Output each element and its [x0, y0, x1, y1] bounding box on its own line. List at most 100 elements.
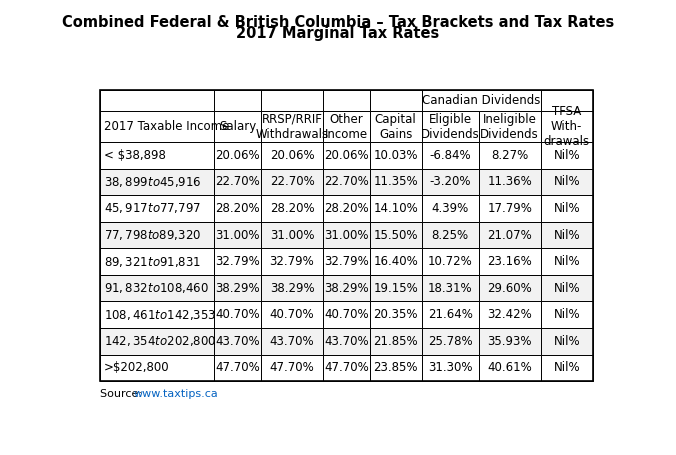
Text: Nil%: Nil% [554, 282, 580, 295]
Text: 22.70%: 22.70% [324, 176, 369, 188]
FancyBboxPatch shape [323, 111, 370, 142]
FancyBboxPatch shape [214, 169, 261, 195]
FancyBboxPatch shape [541, 169, 593, 195]
FancyBboxPatch shape [479, 328, 541, 354]
Text: 16.40%: 16.40% [373, 255, 418, 268]
Text: 31.00%: 31.00% [324, 228, 368, 242]
Text: $142,354 to $202,800: $142,354 to $202,800 [104, 334, 216, 348]
FancyBboxPatch shape [541, 275, 593, 302]
FancyBboxPatch shape [541, 111, 593, 142]
Text: Nil%: Nil% [554, 228, 580, 242]
FancyBboxPatch shape [422, 275, 479, 302]
FancyBboxPatch shape [261, 328, 323, 354]
Text: Ineligible
Dividends: Ineligible Dividends [481, 113, 539, 141]
FancyBboxPatch shape [479, 275, 541, 302]
Text: 19.15%: 19.15% [373, 282, 418, 295]
Text: Canadian Dividends: Canadian Dividends [422, 94, 540, 107]
Text: 32.79%: 32.79% [324, 255, 369, 268]
Text: 20.06%: 20.06% [270, 149, 314, 162]
FancyBboxPatch shape [100, 328, 214, 354]
FancyBboxPatch shape [323, 169, 370, 195]
FancyBboxPatch shape [370, 142, 422, 169]
FancyBboxPatch shape [100, 169, 214, 195]
FancyBboxPatch shape [100, 275, 214, 302]
FancyBboxPatch shape [541, 328, 593, 354]
Text: < $38,898: < $38,898 [104, 149, 166, 162]
FancyBboxPatch shape [422, 142, 479, 169]
Text: 32.42%: 32.42% [487, 308, 532, 321]
Text: 8.27%: 8.27% [491, 149, 529, 162]
Text: 35.93%: 35.93% [487, 335, 532, 348]
FancyBboxPatch shape [323, 195, 370, 222]
FancyBboxPatch shape [214, 248, 261, 275]
FancyBboxPatch shape [100, 195, 214, 222]
FancyBboxPatch shape [100, 248, 214, 275]
Text: 25.78%: 25.78% [428, 335, 473, 348]
FancyBboxPatch shape [541, 248, 593, 275]
FancyBboxPatch shape [261, 169, 323, 195]
Text: 17.79%: 17.79% [487, 202, 532, 215]
Text: $89,321 to $91,831: $89,321 to $91,831 [104, 255, 201, 268]
Text: $38,899 to $45,916: $38,899 to $45,916 [104, 175, 201, 189]
FancyBboxPatch shape [479, 302, 541, 328]
Text: Eligible
Dividends: Eligible Dividends [420, 113, 479, 141]
FancyBboxPatch shape [261, 248, 323, 275]
FancyBboxPatch shape [100, 90, 214, 111]
FancyBboxPatch shape [261, 354, 323, 381]
FancyBboxPatch shape [479, 142, 541, 169]
Text: Nil%: Nil% [554, 361, 580, 374]
Text: -3.20%: -3.20% [429, 176, 471, 188]
Text: RRSP/RRIF
Withdrawals: RRSP/RRIF Withdrawals [256, 113, 329, 141]
Text: 47.70%: 47.70% [270, 361, 314, 374]
FancyBboxPatch shape [100, 222, 214, 248]
Text: Nil%: Nil% [554, 176, 580, 188]
Text: 43.70%: 43.70% [324, 335, 369, 348]
Text: 2017 Marginal Tax Rates: 2017 Marginal Tax Rates [237, 26, 439, 41]
Text: $108,461 to $142,353: $108,461 to $142,353 [104, 308, 216, 322]
Text: Capital
Gains: Capital Gains [375, 113, 416, 141]
FancyBboxPatch shape [479, 222, 541, 248]
FancyBboxPatch shape [370, 111, 422, 142]
Text: 20.06%: 20.06% [215, 149, 260, 162]
FancyBboxPatch shape [422, 328, 479, 354]
Text: 32.79%: 32.79% [270, 255, 314, 268]
FancyBboxPatch shape [323, 142, 370, 169]
FancyBboxPatch shape [100, 302, 214, 328]
FancyBboxPatch shape [541, 354, 593, 381]
Text: Nil%: Nil% [554, 255, 580, 268]
Text: Combined Federal & British Columbia – Tax Brackets and Tax Rates: Combined Federal & British Columbia – Ta… [62, 15, 614, 30]
Text: 22.70%: 22.70% [270, 176, 314, 188]
FancyBboxPatch shape [541, 302, 593, 328]
FancyBboxPatch shape [214, 328, 261, 354]
Text: -6.84%: -6.84% [429, 149, 471, 162]
Text: 38.29%: 38.29% [215, 282, 260, 295]
FancyBboxPatch shape [422, 248, 479, 275]
Text: 40.70%: 40.70% [270, 308, 314, 321]
Text: Nil%: Nil% [554, 335, 580, 348]
FancyBboxPatch shape [422, 302, 479, 328]
FancyBboxPatch shape [370, 222, 422, 248]
FancyBboxPatch shape [323, 354, 370, 381]
Text: 18.31%: 18.31% [428, 282, 473, 295]
FancyBboxPatch shape [323, 275, 370, 302]
FancyBboxPatch shape [370, 302, 422, 328]
FancyBboxPatch shape [323, 222, 370, 248]
FancyBboxPatch shape [100, 111, 214, 142]
FancyBboxPatch shape [323, 328, 370, 354]
FancyBboxPatch shape [422, 111, 479, 142]
FancyBboxPatch shape [541, 90, 593, 111]
FancyBboxPatch shape [214, 90, 261, 111]
FancyBboxPatch shape [214, 142, 261, 169]
FancyBboxPatch shape [370, 195, 422, 222]
Text: 38.29%: 38.29% [270, 282, 314, 295]
FancyBboxPatch shape [370, 354, 422, 381]
Text: 21.07%: 21.07% [487, 228, 532, 242]
FancyBboxPatch shape [479, 169, 541, 195]
Text: 31.00%: 31.00% [216, 228, 260, 242]
FancyBboxPatch shape [214, 111, 261, 142]
Text: 10.03%: 10.03% [373, 149, 418, 162]
FancyBboxPatch shape [100, 142, 214, 169]
Text: 23.16%: 23.16% [487, 255, 532, 268]
Text: 43.70%: 43.70% [215, 335, 260, 348]
Text: 21.64%: 21.64% [428, 308, 473, 321]
